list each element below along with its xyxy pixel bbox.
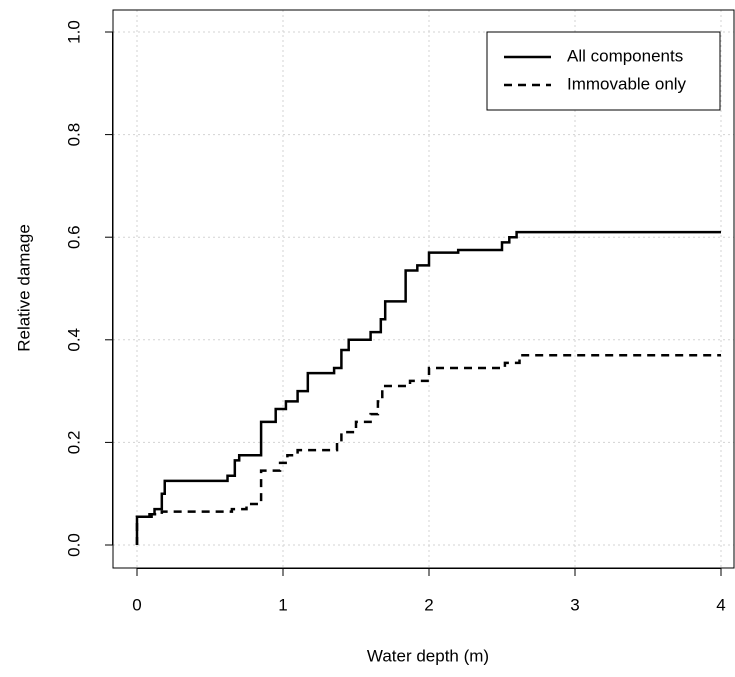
legend-label: Immovable only: [567, 74, 687, 93]
y-tick-label: 0.8: [64, 123, 83, 147]
x-tick-label: 3: [570, 595, 579, 614]
legend-box: [486, 31, 721, 111]
x-axis-title: Water depth (m): [367, 646, 489, 665]
x-tick-label: 4: [716, 595, 725, 614]
legend-label: All components: [567, 46, 683, 65]
plot-frame: [112, 9, 735, 569]
data-line: [135, 230, 721, 545]
y-axis-title: Relative damage: [14, 224, 33, 352]
data-line: [135, 353, 721, 545]
y-tick-label: 0.4: [64, 328, 83, 352]
y-tick-label: 0.2: [64, 431, 83, 455]
y-tick-label: 0.6: [64, 225, 83, 249]
y-tick-label: 1.0: [64, 20, 83, 44]
x-tick-label: 0: [132, 595, 141, 614]
x-tick-label: 2: [424, 595, 433, 614]
y-tick-label: 0.0: [64, 533, 83, 557]
x-tick-label: 1: [278, 595, 287, 614]
